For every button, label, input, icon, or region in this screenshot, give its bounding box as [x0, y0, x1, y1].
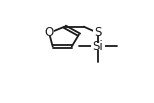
FancyBboxPatch shape	[44, 30, 54, 36]
Text: O: O	[45, 26, 54, 39]
Text: Si: Si	[93, 40, 103, 53]
Text: S: S	[94, 26, 102, 39]
FancyBboxPatch shape	[91, 43, 105, 50]
FancyBboxPatch shape	[93, 30, 103, 36]
